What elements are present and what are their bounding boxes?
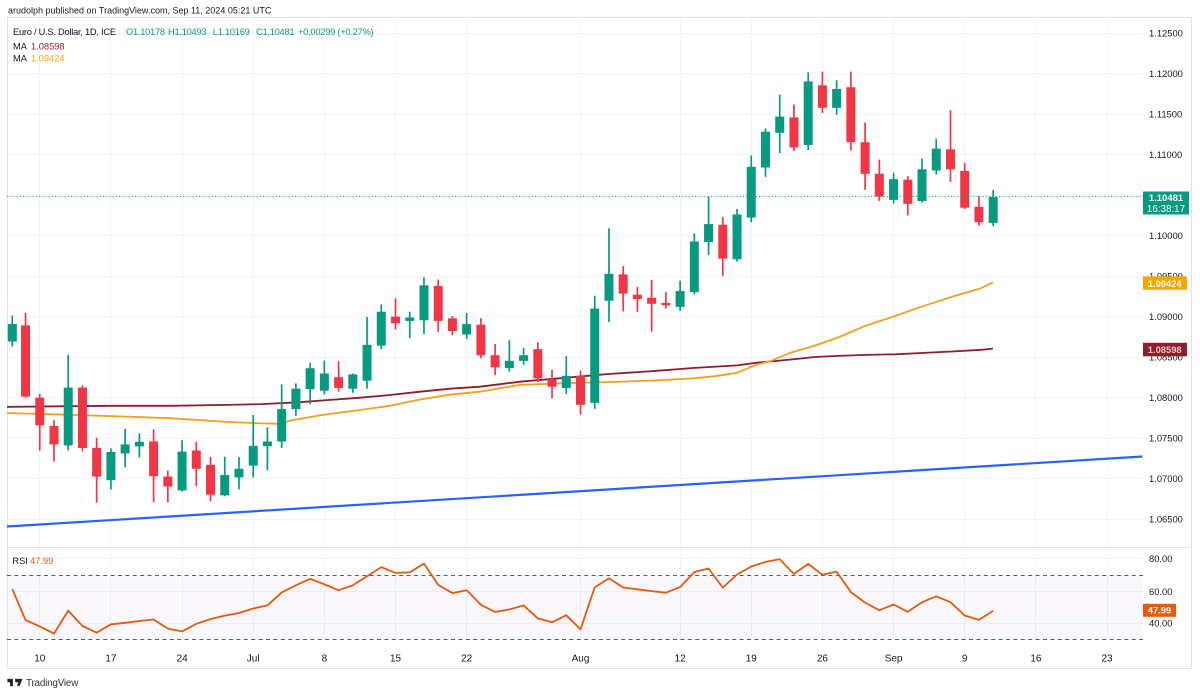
svg-text:10: 10	[34, 654, 46, 665]
svg-text:1.08500: 1.08500	[1149, 352, 1183, 363]
svg-text:22: 22	[461, 654, 473, 665]
svg-text:1.11500: 1.11500	[1149, 109, 1182, 120]
svg-text:1.08598: 1.08598	[1148, 344, 1182, 355]
svg-text:1.10481: 1.10481	[1149, 193, 1184, 204]
svg-text:1.12500: 1.12500	[1149, 28, 1183, 39]
svg-text:26: 26	[817, 654, 829, 665]
svg-text:Jul: Jul	[247, 654, 260, 665]
svg-text:12: 12	[675, 654, 687, 665]
svg-text:15: 15	[390, 654, 402, 665]
svg-text:Sep: Sep	[885, 654, 903, 665]
svg-text:1.10000: 1.10000	[1149, 230, 1183, 241]
svg-text:16:38:17: 16:38:17	[1147, 204, 1185, 215]
svg-text:1.06500: 1.06500	[1149, 513, 1183, 524]
svg-text:1.12000: 1.12000	[1149, 68, 1183, 79]
svg-text:RSI 47.99: RSI 47.99	[12, 556, 53, 566]
svg-text:9: 9	[962, 654, 968, 665]
svg-text:1.07500: 1.07500	[1149, 433, 1183, 444]
svg-text:23: 23	[1101, 654, 1113, 665]
svg-text:MA 1.09424: MA 1.09424	[13, 54, 65, 64]
svg-text:60.00: 60.00	[1149, 586, 1172, 597]
svg-text:40.00: 40.00	[1149, 617, 1172, 628]
svg-text:1.09500: 1.09500	[1149, 271, 1183, 282]
svg-text:1.09424: 1.09424	[1148, 278, 1183, 289]
svg-text:1.11000: 1.11000	[1149, 149, 1182, 160]
svg-text:17: 17	[105, 654, 117, 665]
svg-text:19: 19	[746, 654, 758, 665]
svg-text:8: 8	[322, 654, 328, 665]
svg-text:1.09000: 1.09000	[1149, 311, 1183, 322]
svg-text:MA 1.08598: MA 1.08598	[13, 42, 65, 52]
svg-text:16: 16	[1030, 654, 1042, 665]
svg-text:1.08000: 1.08000	[1149, 392, 1183, 403]
svg-text:47.99: 47.99	[1148, 605, 1171, 616]
svg-text:80.00: 80.00	[1149, 553, 1172, 564]
svg-text:arudolph published on TradingV: arudolph published on TradingView.com, S…	[8, 6, 272, 16]
svg-text:TradingView: TradingView	[26, 678, 79, 689]
svg-text:1.07000: 1.07000	[1149, 473, 1183, 484]
svg-text:Aug: Aug	[572, 654, 590, 665]
svg-text:24: 24	[177, 654, 189, 665]
